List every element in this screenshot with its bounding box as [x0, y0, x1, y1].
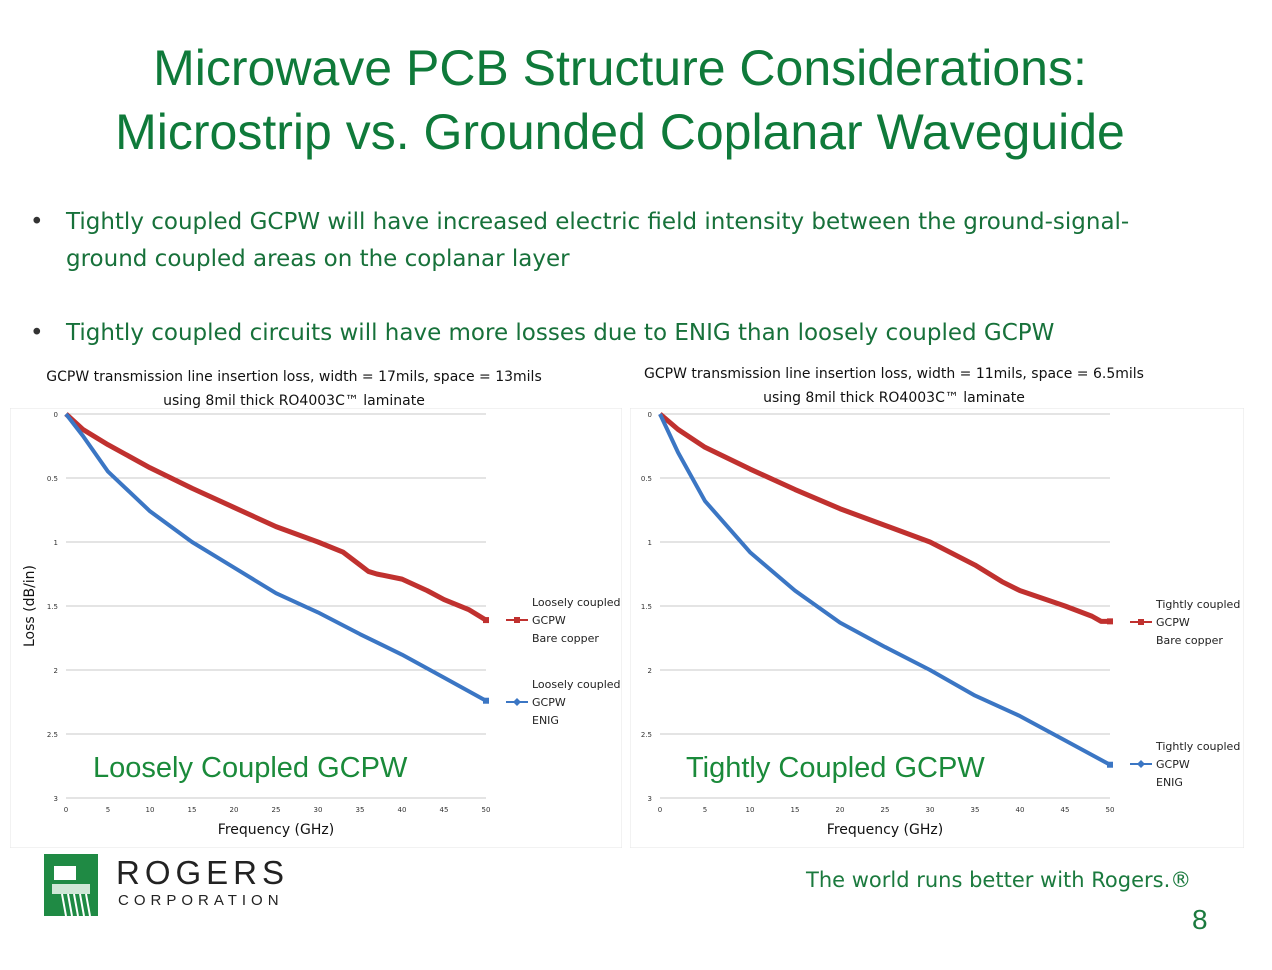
x-tick-label: 45: [440, 806, 449, 814]
chart-frame: [630, 408, 1244, 848]
logo-word-corporation: CORPORATION: [118, 892, 284, 909]
y-axis-label: Loss (dB/in): [22, 565, 38, 647]
series-end-marker: [483, 617, 489, 624]
chart-tightly-coupled: 00.511.522.530 5 10 15 20 25 30 35 40 45 50Frequen…: [630, 408, 1244, 848]
series-end-marker: [1107, 618, 1113, 625]
legend-text: Bare copper: [532, 632, 599, 645]
y-tick-label: 3: [54, 795, 58, 803]
y-tick-label: 1: [648, 539, 652, 547]
legend-text: ENIG: [532, 714, 559, 727]
y-tick-label: 0.5: [47, 475, 58, 483]
bullet-1: • Tightly coupled GCPW will have increas…: [30, 204, 1166, 278]
y-tick-label: 2.5: [641, 731, 652, 739]
legend-swatch-marker: [514, 617, 520, 623]
chart-1-title-line2: using 8mil thick RO4003C™ laminate: [163, 393, 425, 409]
legend-text: GCPW: [532, 696, 566, 709]
legend-swatch-marker: [1138, 619, 1144, 625]
y-tick-label: 1: [54, 539, 58, 547]
bullet-dot: •: [30, 209, 44, 235]
slide-title-line2: Microstrip vs. Grounded Coplanar Wavegui…: [115, 104, 1125, 160]
x-tick-label: 20: [836, 806, 845, 814]
series-line: [658, 412, 1110, 624]
y-tick-label: 1.5: [641, 603, 652, 611]
legend-text: Tightly coupled: [1155, 598, 1240, 611]
x-tick-label: 45: [1061, 806, 1070, 814]
x-tick-label: 35: [356, 806, 365, 814]
chart-2-title-line1: GCPW transmission line insertion loss, w…: [644, 366, 1144, 382]
tagline: The world runs better with Rogers.®: [806, 868, 1192, 892]
legend-swatch-marker: [513, 698, 521, 706]
chart-1-caption: GCPW transmission line insertion loss, w…: [14, 365, 574, 413]
bullet-2: • Tightly coupled circuits will have mor…: [30, 315, 1166, 352]
bullet-text: Tightly coupled circuits will have more …: [66, 320, 1055, 346]
x-axis-label: Frequency (GHz): [827, 822, 943, 838]
chart-loosely-coupled: 00.511.522.530 5 10 15 20 25 30 35 40 45 50Frequen…: [10, 408, 622, 848]
x-tick-label: 0: [658, 806, 662, 814]
chart-2-overlay-label: Tightly Coupled GCPW: [686, 752, 985, 784]
y-tick-label: 0: [648, 411, 652, 419]
x-tick-label: 25: [272, 806, 281, 814]
chart-2-title-line2: using 8mil thick RO4003C™ laminate: [763, 390, 1025, 406]
legend-swatch-marker: [1137, 760, 1145, 768]
series-line: [658, 413, 1111, 767]
chart-2-caption: GCPW transmission line insertion loss, w…: [614, 362, 1174, 410]
series-end-marker: [1107, 761, 1113, 768]
legend-text: GCPW: [532, 614, 566, 627]
rogers-logo: ROGERS CORPORATION: [44, 852, 314, 922]
y-tick-label: 2: [54, 667, 58, 675]
x-tick-label: 25: [881, 806, 890, 814]
series-end-marker: [483, 697, 489, 704]
x-tick-label: 10: [146, 806, 155, 814]
x-axis-label: Frequency (GHz): [218, 822, 334, 838]
legend-text: GCPW: [1156, 616, 1190, 629]
legend-entry: Loosely coupled GCPW Bare copper: [532, 596, 621, 645]
x-tick-label: 15: [188, 806, 197, 814]
y-tick-label: 1.5: [47, 603, 58, 611]
series-line: [64, 412, 488, 623]
legend-entry: Tightly coupled GCPW Bare copper: [1155, 598, 1240, 647]
x-tick-label: 40: [398, 806, 407, 814]
chart-1-overlay-label: Loosely Coupled GCPW: [93, 752, 408, 784]
legend-text: Loosely coupled: [532, 678, 621, 691]
legend-text: ENIG: [1156, 776, 1183, 789]
x-tick-label: 0: [64, 806, 68, 814]
y-tick-label: 0: [54, 411, 58, 419]
legend-text: Bare copper: [1156, 634, 1223, 647]
x-tick-label: 50: [482, 806, 491, 814]
x-tick-label: 5: [703, 806, 707, 814]
legend-entry: Loosely coupled GCPW ENIG: [532, 678, 621, 727]
x-tick-label: 35: [971, 806, 980, 814]
x-tick-label: 15: [791, 806, 800, 814]
slide-title-line1: Microwave PCB Structure Considerations:: [153, 40, 1087, 96]
legend-text: Loosely coupled: [532, 596, 621, 609]
chart-frame: [10, 408, 622, 848]
y-tick-label: 0.5: [641, 475, 652, 483]
x-tick-label: 20: [230, 806, 239, 814]
chart-1-title-line1: GCPW transmission line insertion loss, w…: [46, 369, 542, 385]
logo-word-rogers: ROGERS: [116, 854, 290, 891]
y-tick-label: 3: [648, 795, 652, 803]
legend-text: GCPW: [1156, 758, 1190, 771]
bullet-dot: •: [30, 320, 44, 346]
page-number: 8: [1192, 904, 1208, 935]
legend-text: Tightly coupled: [1155, 740, 1240, 753]
series-line: [64, 412, 487, 703]
y-tick-label: 2: [648, 667, 652, 675]
rogers-logo-mark-icon: [44, 854, 98, 917]
x-tick-label: 50: [1106, 806, 1115, 814]
x-tick-label: 5: [106, 806, 110, 814]
bullet-text: Tightly coupled GCPW will have increased…: [66, 209, 1130, 272]
x-tick-label: 40: [1016, 806, 1025, 814]
x-tick-label: 10: [746, 806, 755, 814]
x-tick-label: 30: [314, 806, 323, 814]
x-tick-label: 30: [926, 806, 935, 814]
y-tick-label: 2.5: [47, 731, 58, 739]
legend-entry: Tightly coupled GCPW ENIG: [1155, 740, 1240, 789]
